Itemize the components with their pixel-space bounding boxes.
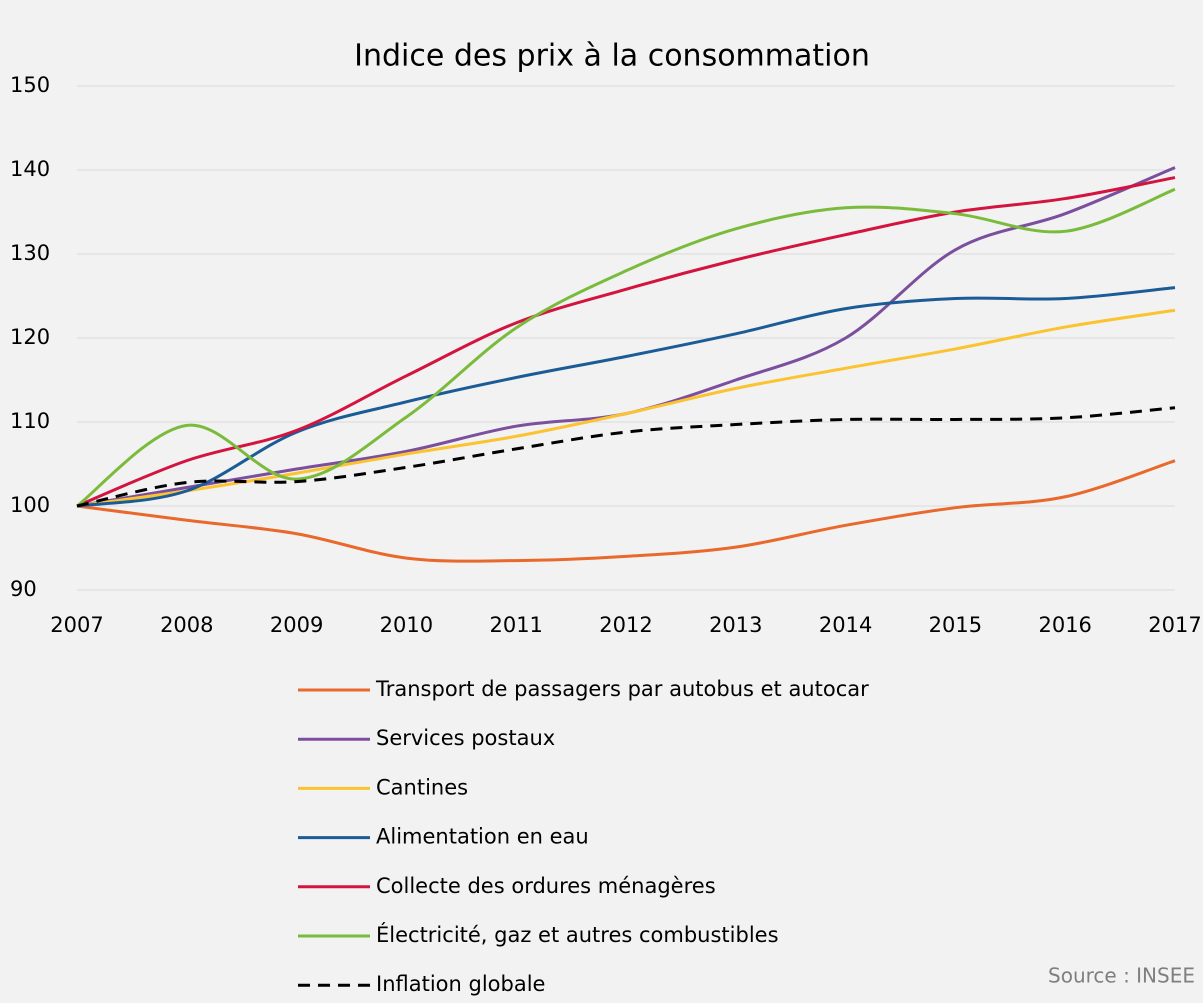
x-tick-label: 2008 xyxy=(160,613,213,637)
y-tick-label: 110 xyxy=(10,409,50,433)
x-tick-label: 2012 xyxy=(599,613,652,637)
x-tick-label: 2017 xyxy=(1148,613,1201,637)
y-tick-label: 140 xyxy=(10,157,50,181)
legend-label: Électricité, gaz et autres combustibles xyxy=(376,922,779,947)
x-tick-label: 2007 xyxy=(50,613,103,637)
legend-label: Inflation globale xyxy=(376,972,545,996)
x-tick-label: 2009 xyxy=(270,613,323,637)
x-tick-label: 2010 xyxy=(380,613,433,637)
legend-label: Collecte des ordures ménagères xyxy=(376,874,716,898)
series-line xyxy=(76,187,1176,508)
legend-label: Cantines xyxy=(376,775,468,799)
x-tick-label: 2013 xyxy=(709,613,762,637)
y-tick-label: 130 xyxy=(10,241,50,265)
series-line xyxy=(76,459,1176,563)
x-tick-label: 2015 xyxy=(929,613,982,637)
series-line xyxy=(76,286,1176,508)
legend-label: Services postaux xyxy=(376,726,555,750)
legend-label: Transport de passagers par autobus et au… xyxy=(375,677,869,701)
x-tick-label: 2016 xyxy=(1038,613,1091,637)
y-tick-label: 100 xyxy=(10,493,50,517)
legend-label: Alimentation en eau xyxy=(376,825,589,849)
series-line xyxy=(76,176,1176,508)
y-tick-label: 120 xyxy=(10,325,50,349)
x-tick-label: 2014 xyxy=(819,613,872,637)
series-line xyxy=(76,308,1176,508)
y-tick-label: 90 xyxy=(10,577,37,601)
x-tick-label: 2011 xyxy=(489,613,542,637)
series-line xyxy=(76,406,1176,508)
source: Source : INSEE xyxy=(1048,964,1195,988)
y-tick-label: 150 xyxy=(10,73,50,97)
chart-title: Indice des prix à la consommation xyxy=(354,39,870,74)
